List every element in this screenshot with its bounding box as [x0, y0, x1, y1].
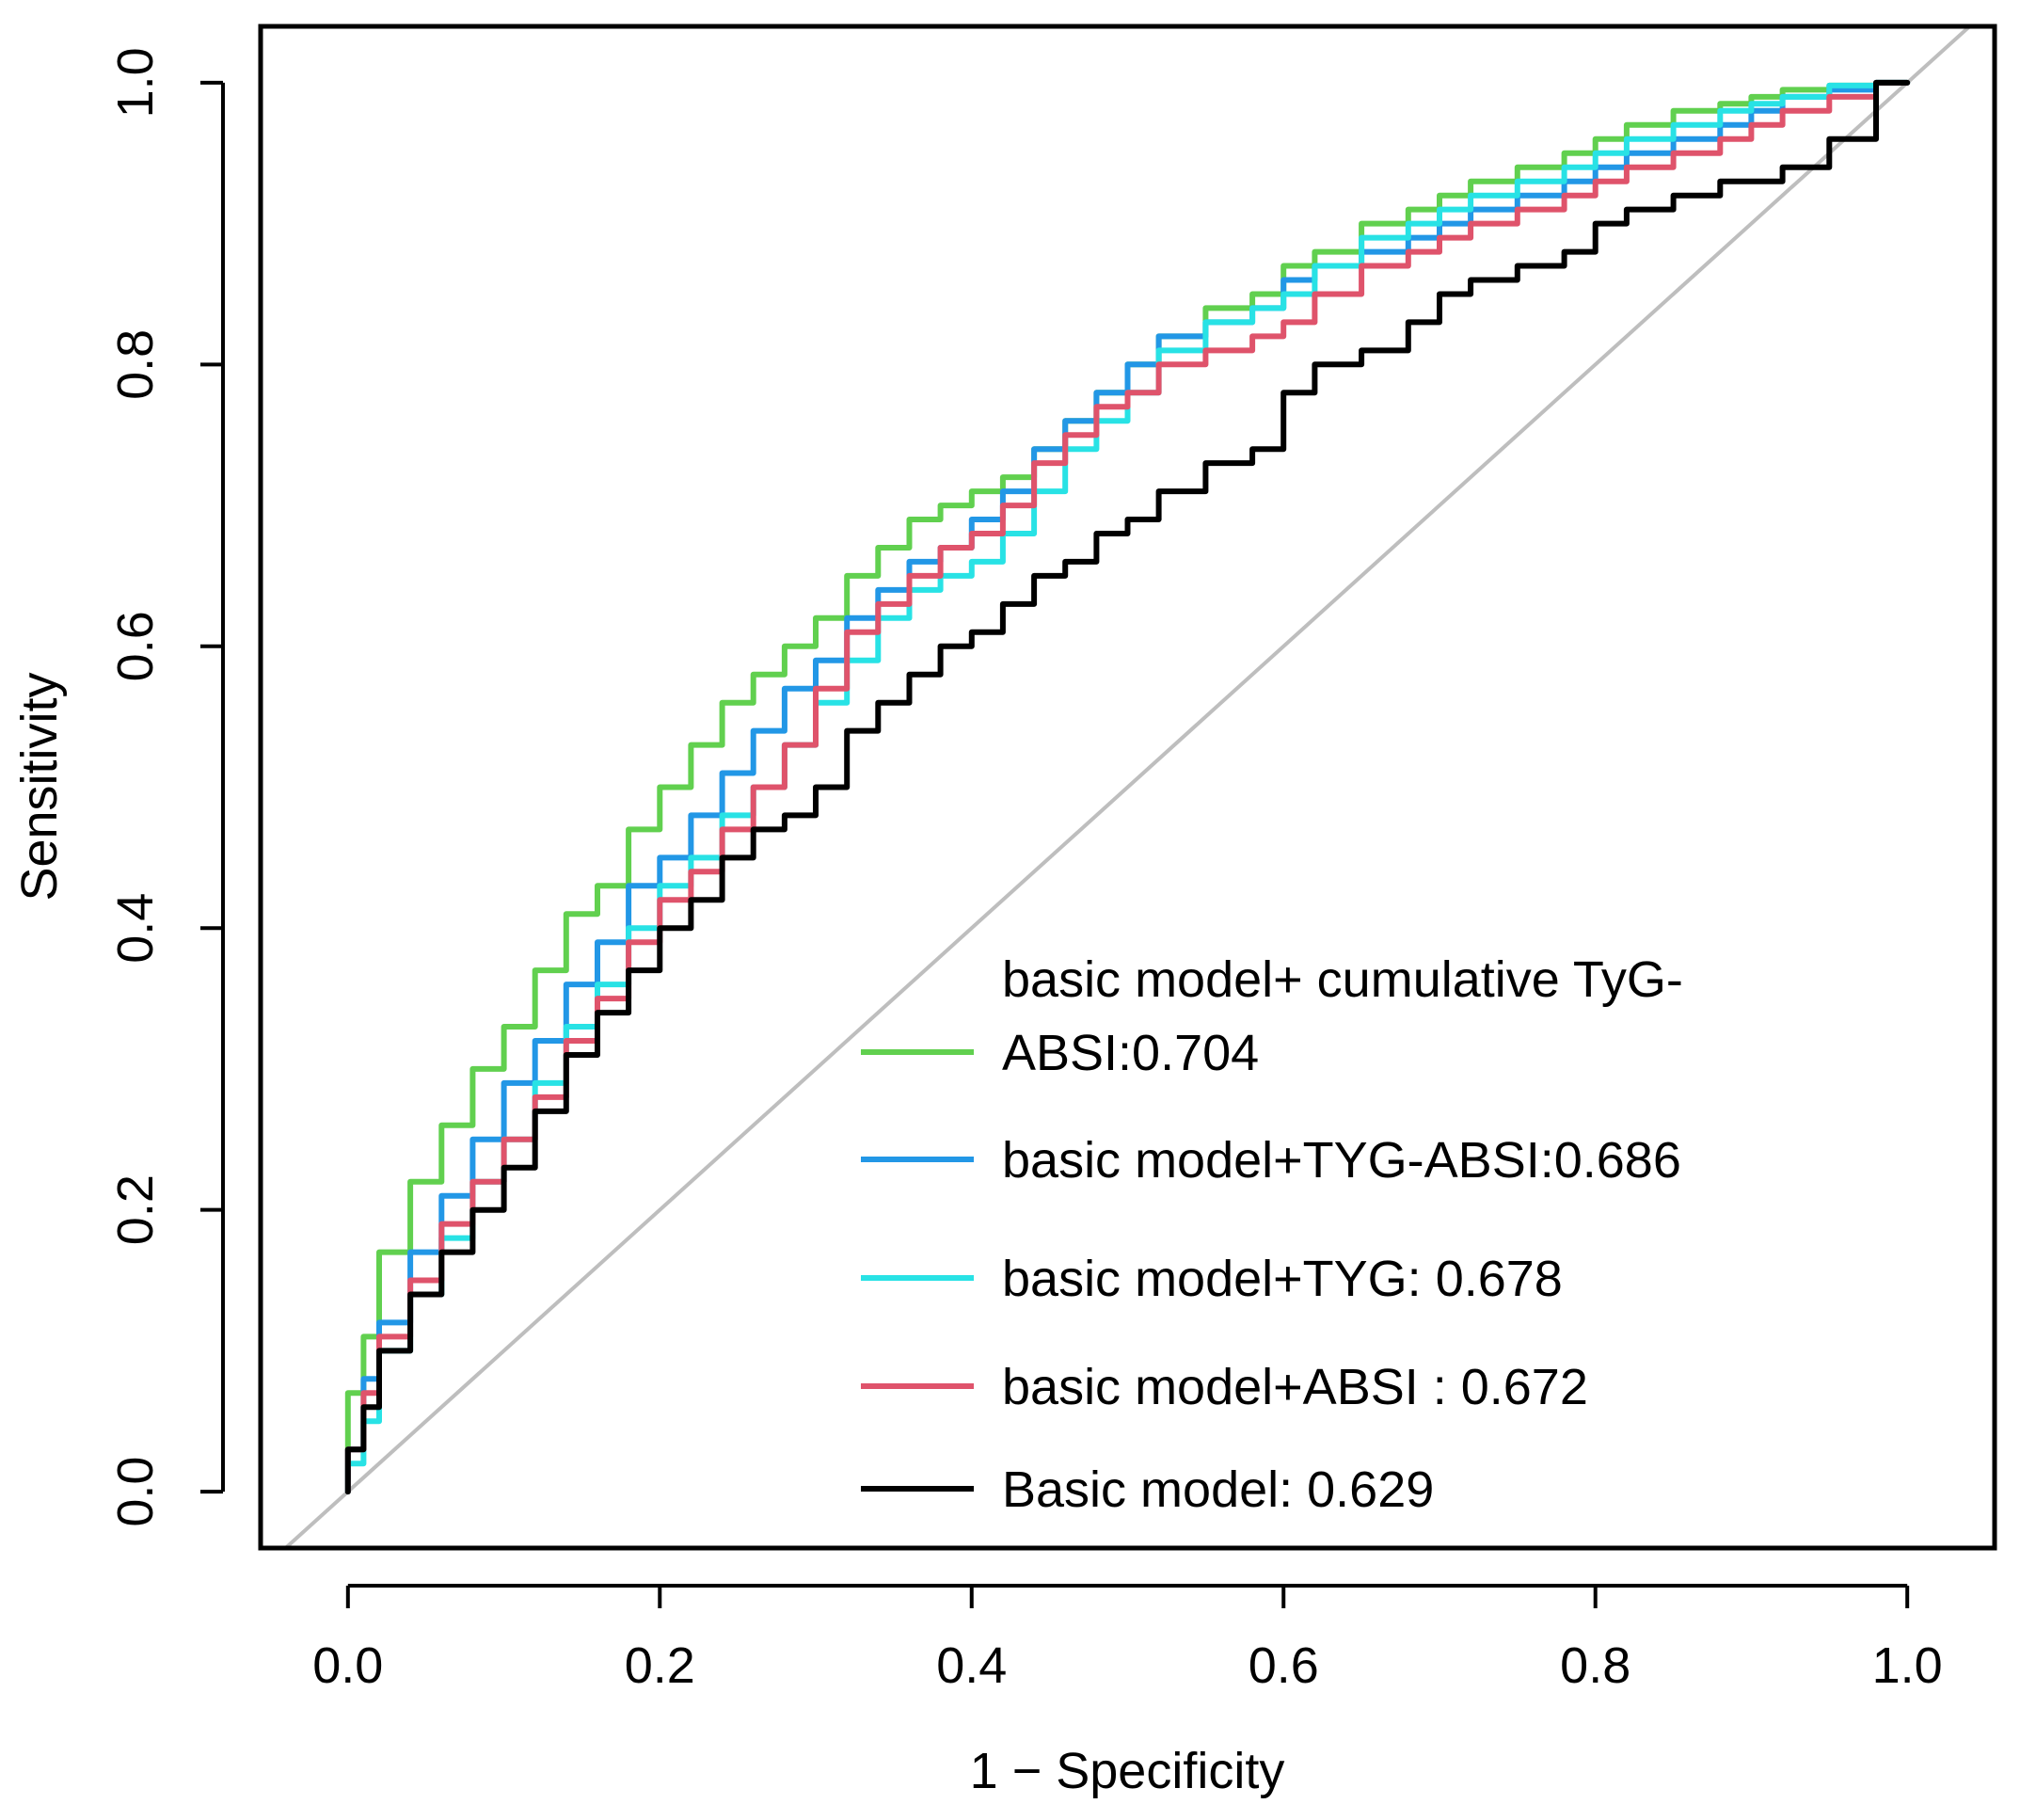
roc-curve-5 [344, 79, 1911, 1495]
roc-curve-4 [344, 79, 1911, 1495]
x-axis-title: 1 − Specificity [970, 1743, 1285, 1799]
y-tick-label: 0.0 [107, 1457, 164, 1527]
plot-frame [258, 24, 1997, 1551]
x-tick-label: 0.2 [625, 1637, 695, 1694]
x-tick-label: 0.6 [1249, 1637, 1319, 1694]
y-tick-label: 0.8 [107, 329, 164, 400]
x-tick-label: 0.0 [312, 1637, 383, 1694]
x-tick-label: 0.4 [936, 1637, 1007, 1694]
roc-curves-layer [344, 79, 1911, 1495]
x-axis: 0.0 0.2 0.4 0.6 0.8 1.0 [312, 1584, 1943, 1694]
legend-label-4: basic model+ABSI : 0.672 [1002, 1359, 1588, 1415]
y-tick-label: 0.2 [107, 1174, 164, 1245]
y-axis: 0.0 0.2 0.4 0.6 0.8 1.0 [107, 47, 225, 1527]
legend: basic model+ cumulative TyG- ABSI:0.704 ba… [861, 951, 1683, 1518]
legend-label-1: basic model+ cumulative TyG- [1002, 951, 1683, 1008]
y-tick-label: 1.0 [107, 47, 164, 118]
legend-label-2: basic model+TYG-ABSI:0.686 [1002, 1132, 1681, 1189]
y-tick-label: 0.6 [107, 611, 164, 681]
legend-label-1: ABSI:0.704 [1002, 1025, 1259, 1081]
x-tick-label: 0.8 [1560, 1637, 1630, 1694]
legend-label-3: basic model+TYG: 0.678 [1002, 1251, 1563, 1307]
x-tick-label: 1.0 [1872, 1637, 1943, 1694]
reference-diagonal-line [282, 26, 1973, 1548]
legend-label-5: Basic model: 0.629 [1002, 1461, 1434, 1518]
y-axis-title: Sensitivity [11, 672, 68, 901]
roc-curve-3 [344, 79, 1911, 1495]
reference-line-layer [282, 26, 1973, 1548]
y-tick-label: 0.4 [107, 893, 164, 964]
